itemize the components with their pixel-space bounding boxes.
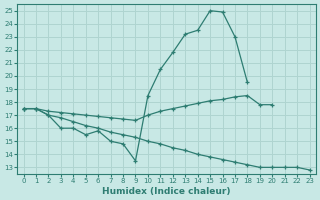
X-axis label: Humidex (Indice chaleur): Humidex (Indice chaleur) (102, 187, 231, 196)
